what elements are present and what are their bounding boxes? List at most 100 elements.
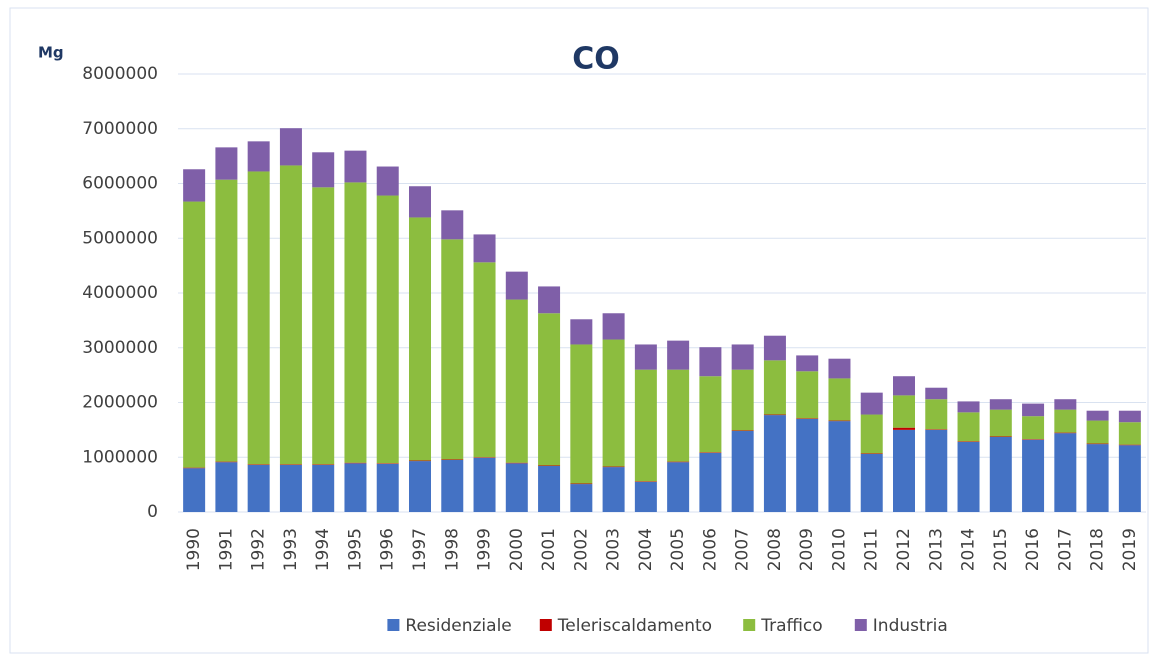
bar-segment (409, 186, 431, 218)
bar-segment (731, 430, 754, 512)
x-tick-label: 2019 (1120, 528, 1140, 571)
bar-segment (667, 461, 690, 463)
bar-segment (505, 271, 528, 300)
bar-segment (763, 335, 786, 361)
bar-segment (1118, 410, 1141, 423)
bar-segment (634, 481, 657, 482)
legend-swatch (854, 619, 867, 631)
bar-segment (860, 414, 883, 454)
x-tick-label: 2000 (507, 528, 527, 571)
bar-segment (893, 376, 915, 396)
bar-segment (1054, 409, 1077, 433)
x-tick-label: 2003 (604, 528, 624, 571)
x-tick-label: 2007 (733, 528, 753, 571)
x-tick-label: 2012 (894, 528, 914, 571)
bar-segment (538, 465, 561, 467)
bar-segment (183, 467, 206, 469)
x-tick-label: 1990 (184, 528, 204, 571)
bar-segment (893, 429, 915, 512)
bar-segment (796, 418, 819, 512)
x-tick-label: 2009 (797, 528, 817, 571)
bar-segment (667, 369, 690, 462)
y-tick-label: 5000000 (82, 228, 158, 248)
bar-segment (409, 460, 431, 462)
x-tick-label: 2011 (862, 528, 882, 571)
bar-segment (1022, 439, 1045, 440)
bar-segment (279, 464, 302, 512)
bar-segment (667, 462, 690, 512)
legend-swatch (743, 619, 756, 631)
x-tick-label: 1995 (345, 528, 365, 571)
bar-segment (473, 234, 496, 263)
bar-segment (989, 436, 1012, 437)
bar-segment (376, 463, 399, 464)
bar-segment (183, 201, 206, 468)
bar-segment (538, 313, 561, 466)
x-tick-label: 2018 (1088, 528, 1108, 571)
x-tick-label: 1997 (410, 528, 430, 571)
bar-segment (828, 358, 851, 379)
y-tick-label: 6000000 (82, 174, 158, 194)
x-tick-label: 2005 (668, 528, 688, 571)
bar-segment (247, 171, 270, 465)
bar-segment (570, 319, 593, 345)
bar-segment (570, 344, 593, 484)
bar-segment (796, 371, 819, 419)
bar-segment (183, 169, 206, 202)
bar-segment (860, 392, 883, 415)
x-tick-label: 2014 (959, 528, 979, 571)
bar-segment (634, 481, 657, 512)
bar-segment (796, 418, 819, 419)
bar-segment (1054, 399, 1077, 410)
bar-segment (1022, 416, 1045, 440)
legend-label: Teleriscaldamento (557, 616, 712, 636)
chart-frame (9, 7, 1149, 654)
x-tick-label: 1991 (216, 528, 236, 571)
bar-segment (957, 412, 980, 442)
bar-segment (763, 415, 786, 512)
bar-segment (1086, 443, 1109, 445)
bar-segment (699, 347, 722, 377)
bar-segment (376, 463, 399, 512)
x-tick-label: 2017 (1055, 528, 1075, 571)
bar-segment (570, 484, 593, 512)
bar-segment (634, 369, 657, 482)
x-tick-label: 2006 (700, 528, 720, 571)
bar-segment (602, 313, 625, 340)
bar-segment (505, 463, 528, 512)
bar-segment (215, 147, 238, 180)
bar-segment (247, 464, 270, 465)
bar-segment (215, 179, 238, 462)
bar-segment (731, 369, 754, 431)
bar-segment (1118, 445, 1141, 512)
bar-segment (699, 376, 722, 453)
x-tick-label: 1998 (442, 528, 462, 571)
bar-segment (1054, 433, 1077, 512)
bar-segment (893, 395, 915, 428)
bar-segment (473, 457, 496, 458)
bar-segment (538, 286, 561, 314)
bar-segment (312, 187, 335, 465)
bar-segment (247, 464, 270, 512)
bar-segment (312, 464, 335, 465)
bar-segment (1022, 439, 1045, 512)
bar-segment (1118, 444, 1141, 446)
legend-swatch (387, 619, 400, 631)
bar-segment (925, 387, 948, 400)
bar-segment (828, 378, 851, 421)
y-tick-label: 0 (147, 502, 158, 522)
bar-segment (634, 344, 657, 370)
y-tick-label: 4000000 (82, 283, 158, 303)
legend-label: Industria (873, 616, 948, 636)
bar-segment (409, 217, 431, 461)
bar-segment (1054, 432, 1077, 434)
bar-segment (279, 165, 302, 465)
x-tick-label: 1994 (313, 528, 333, 571)
bar-segment (376, 166, 399, 196)
x-tick-label: 2004 (636, 528, 656, 571)
bar-segment (1086, 410, 1109, 421)
bar-segment (473, 457, 496, 512)
y-tick-label: 3000000 (82, 338, 158, 358)
bar-segment (731, 344, 754, 370)
legend-label: Traffico (760, 616, 822, 636)
